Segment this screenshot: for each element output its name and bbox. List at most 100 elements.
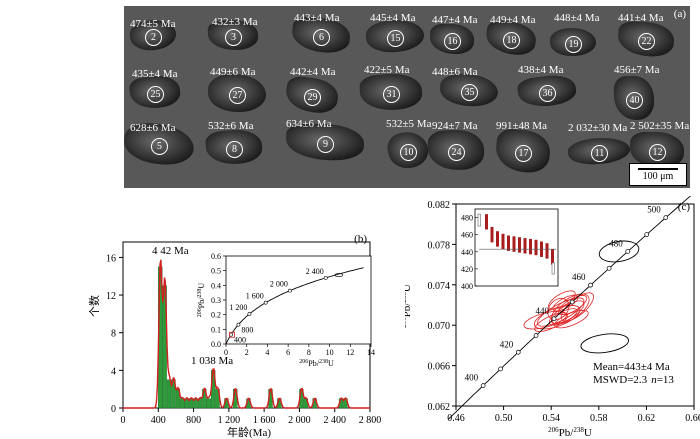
grain-age-label: 447±4 Ma <box>432 14 478 26</box>
inset-x-tick-label: 12 <box>346 348 354 357</box>
concordia-diagram-panel: 0.46 0.50 0.54 0.58 0.62 0.66 0.062 0.066 0.070 0… <box>405 196 700 439</box>
grain-age-label: 422±5 Ma <box>364 64 410 76</box>
x-tick-label: 400 <box>151 415 166 426</box>
panel-c-label: (c) <box>678 201 691 213</box>
grain-number-label: 40 <box>626 92 643 109</box>
mswd-label: MSWD=2.3 n=13 <box>593 374 674 386</box>
concordia-age-marker <box>551 316 557 322</box>
grain-age-label: 443±4 Ma <box>294 12 340 24</box>
inset-frame <box>225 255 372 345</box>
inset-y-tick-label: 420 <box>461 265 473 274</box>
age-error-bar <box>512 236 516 252</box>
inset-y-tick-label: 0.0 <box>211 340 221 349</box>
grain-age-label: 474±5 Ma <box>130 18 176 30</box>
grain-number-label: 5 <box>151 138 168 155</box>
grain-number-label: 10 <box>400 144 417 161</box>
grain-number-label: 18 <box>503 32 520 49</box>
grain-age-label: 449±6 Ma <box>210 66 256 78</box>
grain-age-label: 432±3 Ma <box>212 16 258 28</box>
concordia-age-label: 480 <box>609 238 623 248</box>
age-error-bar <box>496 231 499 247</box>
age-error-bar <box>507 235 510 251</box>
grain-number-label: 17 <box>515 145 532 162</box>
age-error-bar <box>523 238 527 254</box>
inset-xlabel: 206Pb/238U <box>299 359 334 368</box>
grain-age-label: 924±7 Ma <box>432 120 478 132</box>
peak-label-1038: 1 038 Ma <box>191 355 233 367</box>
concordia-age-marker <box>644 232 650 237</box>
age-error-bar <box>490 226 494 243</box>
concordia-age-label: 460 <box>572 272 586 282</box>
concordia-age-marker <box>498 366 503 372</box>
grain-age-label: 438±4 Ma <box>518 64 564 76</box>
inset-y-tick-label: 440 <box>461 248 473 257</box>
inset-age-label: 400 <box>234 336 246 345</box>
grain-number-label: 2 <box>145 29 162 46</box>
error-ellipse <box>550 293 590 325</box>
inset-y-tick-label: 0.6 <box>211 252 221 261</box>
grain-age-label: 2 032±30 Ma <box>568 122 628 134</box>
x-tick-label: 2 400 <box>323 415 346 426</box>
y-tick-label: 0.082 <box>428 200 451 211</box>
age-error-bar <box>545 243 549 259</box>
x-tick-label: 0 <box>121 415 126 426</box>
inset-x-tick-label: 0 <box>224 348 228 357</box>
grain-age-label: 449±4 Ma <box>490 14 536 26</box>
concordia-ylabel: 206Pb/238U <box>405 284 413 328</box>
age-histogram-panel: 0 400 800 1 200 1 600 2 000 2 400 2 8000481216 … <box>88 233 381 439</box>
age-error-bar <box>534 239 538 256</box>
y-tick-label: 12 <box>106 291 116 302</box>
grain-number-label: 11 <box>591 145 608 162</box>
grain-number-label: 24 <box>448 144 465 161</box>
grain-number-label: 12 <box>649 144 666 161</box>
inset-y-tick-label: 480 <box>461 214 473 223</box>
inset-age-label: 1 200 <box>229 303 247 312</box>
inset-y-tick-label: 0.5 <box>211 267 221 276</box>
concordia-age-label: 400 <box>465 373 479 383</box>
zircon-cl-image-panel: 474±5 Ma 2 432±3 Ma 3 443±4 Ma 6 445±4 Ma 15 447… <box>122 6 690 188</box>
grain-number-label: 35 <box>461 84 478 101</box>
probability-density-curve <box>123 259 370 409</box>
grain-number-label: 29 <box>304 89 321 106</box>
rejected-age-bar <box>477 213 481 227</box>
inset-age-marker <box>287 288 292 293</box>
concordia-xlabel: 206Pb/238U <box>548 426 592 439</box>
inset-x-tick-label: 14 <box>367 348 375 357</box>
discordant-ellipse <box>580 333 629 354</box>
y-tick-label: 0.078 <box>428 240 451 251</box>
inset-age-label: 1 600 <box>246 292 264 301</box>
y-tick-label: 0 <box>111 404 116 415</box>
grain-age-label: 448±4 Ma <box>554 12 600 24</box>
error-ellipses <box>523 240 640 354</box>
inset-ellipse <box>334 273 344 277</box>
scale-bar-box: 100 μm <box>629 163 687 186</box>
inset-age-marker <box>263 300 268 305</box>
x-tick-label: 0.54 <box>542 413 560 424</box>
grain-age-label: 2 502±35 Ma <box>630 120 690 132</box>
inset-x-tick-label: 4 <box>265 348 269 357</box>
y-tick-label: 0.074 <box>428 281 451 292</box>
x-tick-label: 800 <box>186 415 201 426</box>
y-tick-label: 0.062 <box>428 402 451 413</box>
grain-number-label: 8 <box>226 141 243 158</box>
concordia-age-marker <box>663 215 669 220</box>
inset-ylabel: 206Pb/238U <box>197 283 206 318</box>
inset-y-tick-label: 400 <box>461 282 473 291</box>
age-error-bar <box>501 233 505 250</box>
histogram-xlabel: 年龄(Ma) <box>227 425 271 439</box>
concordia-age-label: 440 <box>536 306 550 316</box>
x-tick-label: 0.62 <box>638 413 656 424</box>
histogram-ylabel: 个数 <box>88 295 101 317</box>
concordia-axes: 0.46 0.50 0.54 0.58 0.62 0.66 0.062 0.066 0.070 0… <box>428 200 700 424</box>
panel-a-label: (a) <box>673 8 686 20</box>
inset-age-label: 2 000 <box>270 280 288 289</box>
inset-age-marker <box>247 312 252 316</box>
x-tick-label: 2 000 <box>288 415 311 426</box>
error-ellipse <box>548 300 585 326</box>
grain-age-label: 532±5 Ma <box>386 118 432 130</box>
grain-age-label: 448±6 Ma <box>432 66 478 78</box>
grain-age-label: 435±4 Ma <box>132 68 178 80</box>
grain-number-label: 9 <box>317 136 334 153</box>
inset-frame <box>474 208 559 287</box>
